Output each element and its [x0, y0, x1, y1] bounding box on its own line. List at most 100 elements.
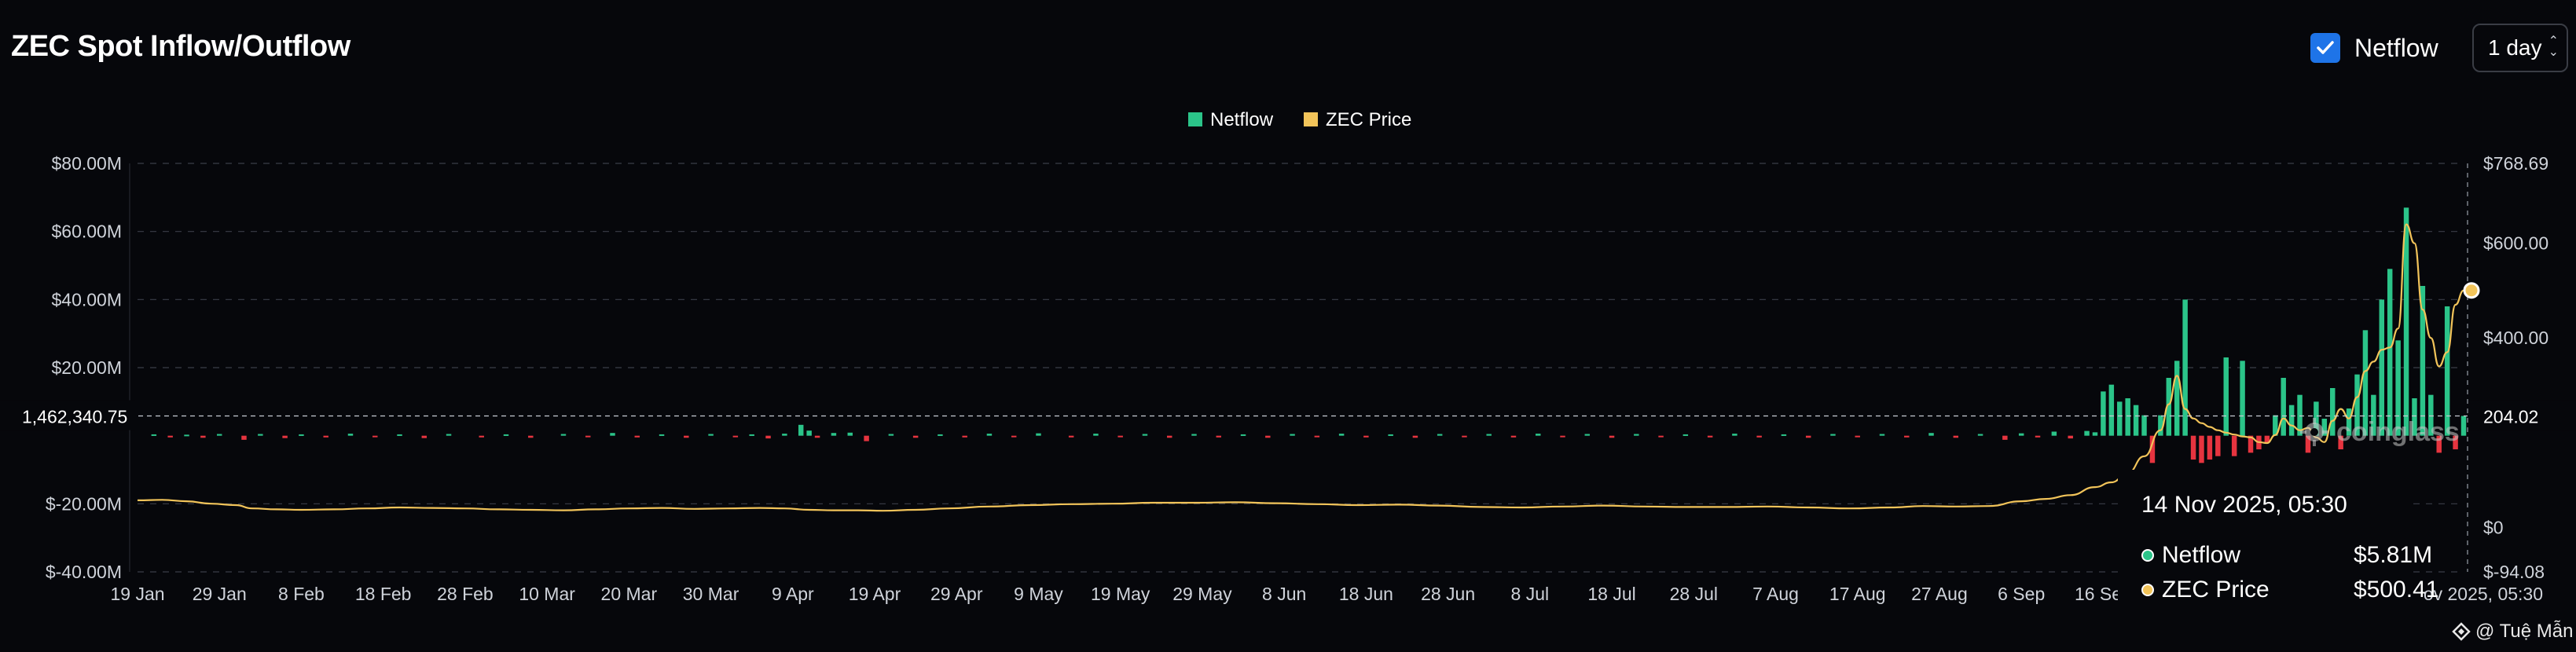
netflow-bar — [1167, 435, 1172, 438]
netflow-bar — [732, 435, 739, 438]
diamond-icon — [2452, 622, 2471, 641]
netflow-bar — [1486, 434, 1492, 436]
netflow-bar — [2346, 408, 2352, 436]
x-axis-tick: 18 Feb — [355, 584, 412, 604]
netflow-bar — [2125, 398, 2130, 436]
netflow-bar — [1560, 435, 1565, 438]
netflow-bar — [372, 435, 378, 438]
legend-label: Netflow — [1210, 109, 1274, 130]
netflow-bar — [1609, 435, 1615, 438]
netflow-bar — [2117, 401, 2123, 436]
x-axis-tick: 27 Aug — [1911, 584, 1968, 604]
left-axis-tick: $-40.00M — [46, 562, 122, 582]
tooltip-value: $5.81M — [2354, 542, 2433, 568]
netflow-bar — [2321, 419, 2328, 436]
chevron-updown-icon: ⌃ ⌄ — [2548, 35, 2559, 59]
netflow-bar — [1068, 435, 1074, 438]
right-axis-tick: $0 — [2483, 517, 2504, 537]
netflow-bar — [200, 435, 206, 438]
legend-swatch — [1304, 112, 1318, 126]
netflow-bar — [503, 434, 509, 436]
netflow-bar — [2108, 384, 2115, 436]
netflow-bar — [1142, 434, 1148, 436]
right-axis-tick: $768.69 — [2483, 153, 2548, 174]
x-axis-tick-partial: ov 2025, 05:30 — [2424, 584, 2543, 604]
netflow-bar — [1855, 435, 1860, 438]
x-axis-tick: 29 Jan — [193, 584, 247, 604]
netflow-bar — [2141, 415, 2147, 436]
netflow-bar — [1191, 434, 1197, 436]
x-axis-tick: 19 May — [1091, 584, 1150, 604]
right-axis-tick: $400.00 — [2483, 328, 2548, 348]
netflow-bar — [2199, 435, 2204, 463]
netflow-bar — [2174, 361, 2180, 436]
netflow-bar — [2051, 431, 2057, 436]
netflow-bar — [2412, 398, 2417, 436]
zec-price-line — [137, 223, 2464, 512]
x-axis-tick: 8 Jul — [1511, 584, 1550, 604]
netflow-bar — [2068, 435, 2073, 439]
x-axis-tick: 29 Apr — [930, 584, 983, 604]
chart-legend: Netflow ZEC Price — [1188, 109, 1411, 130]
netflow-bar — [2403, 207, 2409, 436]
netflow-bar — [299, 434, 304, 436]
netflow-bar — [634, 435, 640, 438]
netflow-bar — [1117, 435, 1123, 438]
netflow-bar — [1240, 434, 1246, 436]
netflow-bar — [151, 434, 157, 436]
netflow-bar — [2223, 357, 2229, 436]
netflow-bar — [938, 434, 943, 436]
netflow-bar — [184, 434, 189, 437]
credit-text: @ Tuệ Mẫn — [2475, 621, 2574, 642]
netflow-bar — [1732, 434, 1738, 436]
x-axis-tick: 19 Apr — [849, 584, 901, 604]
x-axis-tick: 18 Jun — [1339, 584, 1393, 604]
netflow-bar — [1011, 435, 1017, 438]
interval-select-value: 1 day — [2488, 35, 2542, 60]
left-axis-tick: $80.00M — [51, 153, 122, 174]
netflow-bar — [282, 435, 288, 438]
netflow-bar — [782, 434, 787, 436]
netflow-bar — [323, 435, 328, 438]
x-axis-tick: 10 Mar — [519, 584, 575, 604]
netflow-bar — [2035, 435, 2041, 438]
netflow-bar — [2354, 374, 2360, 436]
netflow-bar — [1830, 434, 1836, 436]
netflow-checkbox[interactable] — [2310, 33, 2340, 63]
netflow-bar — [912, 435, 919, 438]
x-axis-tick: 18 Jul — [1587, 584, 1635, 604]
x-axis-tick: 28 Jul — [1670, 584, 1718, 604]
netflow-bar — [2362, 330, 2369, 436]
x-axis-tick: 7 Aug — [1752, 584, 1799, 604]
netflow-bar — [2288, 405, 2295, 436]
interval-select[interactable]: 1 day ⌃ ⌄ — [2472, 24, 2568, 72]
netflow-bar — [831, 433, 837, 436]
tooltip-label: ZEC Price — [2162, 577, 2270, 603]
netflow-bar — [2387, 269, 2393, 436]
x-axis-tick: 30 Mar — [683, 584, 739, 604]
netflow-bar — [2338, 435, 2343, 449]
netflow-bar — [2453, 435, 2458, 449]
netflow-bar — [1756, 435, 1762, 438]
x-axis-tick: 20 Mar — [601, 584, 658, 604]
netflow-bar — [2420, 286, 2426, 436]
netflow-bar — [560, 434, 567, 436]
crosshair-left-label: 1,462,340.75 — [22, 406, 127, 427]
tooltip-value: $500.41 — [2354, 577, 2439, 603]
netflow-bar — [1314, 435, 1320, 438]
netflow-bar — [2444, 306, 2450, 436]
x-axis-tick: 6 Sep — [1998, 584, 2045, 604]
x-axis-tick: 29 May — [1172, 584, 1232, 604]
price-marker — [2463, 282, 2480, 299]
netflow-toggle[interactable]: Netflow — [2310, 33, 2438, 63]
netflow-bar — [2158, 415, 2163, 436]
netflow-bar — [610, 433, 615, 436]
netflow-bar — [2133, 405, 2139, 436]
netflow-bar — [2297, 394, 2303, 436]
netflow-bar — [2182, 299, 2188, 436]
netflow-bar — [2002, 435, 2008, 440]
left-axis-tick: $20.00M — [51, 357, 122, 378]
netflow-bar — [2084, 430, 2090, 436]
x-axis-tick: 8 Jun — [1262, 584, 1306, 604]
